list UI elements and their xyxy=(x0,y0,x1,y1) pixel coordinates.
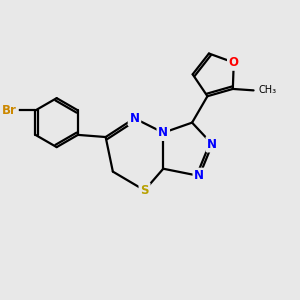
Text: Br: Br xyxy=(2,104,17,117)
Text: N: N xyxy=(130,112,140,125)
Text: N: N xyxy=(158,126,168,139)
Text: N: N xyxy=(194,169,204,182)
Text: O: O xyxy=(229,56,239,69)
Text: CH₃: CH₃ xyxy=(259,85,277,95)
Text: N: N xyxy=(207,138,217,151)
Text: S: S xyxy=(140,184,149,197)
